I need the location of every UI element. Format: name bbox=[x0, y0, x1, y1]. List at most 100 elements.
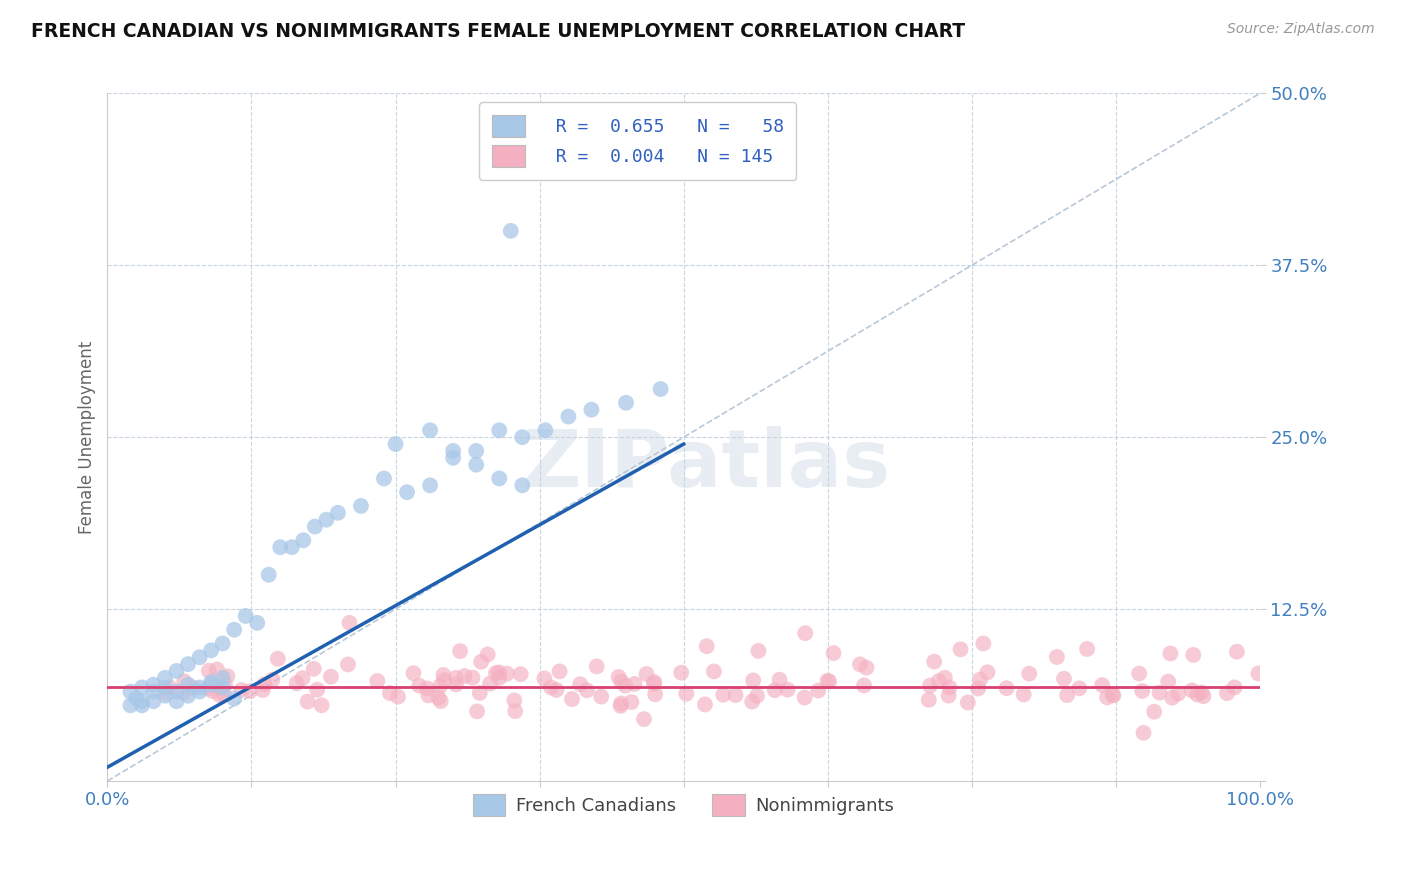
Point bbox=[643, 677, 665, 691]
Point bbox=[534, 423, 557, 437]
Point bbox=[607, 670, 630, 684]
Point bbox=[177, 657, 200, 672]
Point bbox=[201, 684, 224, 698]
Point bbox=[967, 681, 990, 696]
Point bbox=[855, 660, 877, 674]
Point bbox=[794, 626, 817, 640]
Point bbox=[540, 681, 562, 695]
Point bbox=[366, 673, 388, 688]
Point bbox=[177, 689, 200, 703]
Point bbox=[402, 666, 425, 681]
Point bbox=[166, 684, 188, 698]
Point bbox=[696, 639, 718, 653]
Point bbox=[1159, 647, 1181, 661]
Point bbox=[633, 712, 655, 726]
Point bbox=[644, 687, 666, 701]
Point bbox=[153, 671, 176, 685]
Point bbox=[142, 684, 165, 698]
Point bbox=[793, 690, 815, 705]
Point bbox=[246, 615, 269, 630]
Point bbox=[1091, 678, 1114, 692]
Point bbox=[477, 648, 499, 662]
Point bbox=[938, 681, 960, 695]
Point bbox=[510, 478, 533, 492]
Point bbox=[643, 675, 665, 690]
Point bbox=[188, 650, 211, 665]
Point bbox=[818, 674, 841, 689]
Point bbox=[956, 696, 979, 710]
Point bbox=[339, 615, 361, 630]
Point bbox=[776, 682, 799, 697]
Point bbox=[1143, 705, 1166, 719]
Point bbox=[319, 670, 342, 684]
Point bbox=[153, 689, 176, 703]
Point bbox=[302, 662, 325, 676]
Point bbox=[610, 697, 633, 711]
Point bbox=[396, 485, 419, 500]
Point bbox=[724, 688, 747, 702]
Point bbox=[166, 694, 188, 708]
Point bbox=[741, 695, 763, 709]
Point bbox=[461, 671, 484, 685]
Point bbox=[205, 663, 228, 677]
Point bbox=[1192, 690, 1215, 704]
Point bbox=[1161, 690, 1184, 705]
Point bbox=[1102, 688, 1125, 702]
Point bbox=[267, 651, 290, 665]
Point bbox=[211, 671, 233, 685]
Point bbox=[172, 686, 194, 700]
Point bbox=[499, 224, 522, 238]
Y-axis label: Female Unemployment: Female Unemployment bbox=[79, 341, 96, 533]
Point bbox=[166, 664, 188, 678]
Point bbox=[569, 677, 592, 691]
Point bbox=[972, 636, 994, 650]
Point bbox=[1182, 648, 1205, 662]
Point bbox=[142, 678, 165, 692]
Point bbox=[1191, 685, 1213, 699]
Point bbox=[509, 667, 531, 681]
Point bbox=[849, 657, 872, 672]
Point bbox=[449, 644, 471, 658]
Point bbox=[609, 698, 631, 713]
Point bbox=[763, 683, 786, 698]
Point bbox=[200, 675, 222, 690]
Point bbox=[159, 680, 181, 694]
Point bbox=[416, 681, 439, 696]
Point bbox=[419, 423, 441, 437]
Point bbox=[969, 673, 991, 687]
Point bbox=[610, 674, 633, 689]
Point bbox=[503, 704, 526, 718]
Point bbox=[496, 666, 519, 681]
Point bbox=[503, 693, 526, 707]
Point bbox=[285, 676, 308, 690]
Point bbox=[432, 668, 454, 682]
Point bbox=[636, 667, 658, 681]
Point bbox=[281, 540, 304, 554]
Point bbox=[479, 676, 502, 690]
Point bbox=[200, 678, 222, 692]
Point bbox=[922, 655, 945, 669]
Point bbox=[173, 674, 195, 689]
Point bbox=[703, 665, 725, 679]
Point bbox=[188, 681, 211, 695]
Point bbox=[419, 478, 441, 492]
Point bbox=[257, 567, 280, 582]
Point bbox=[292, 533, 315, 548]
Point bbox=[488, 665, 510, 680]
Text: FRENCH CANADIAN VS NONIMMIGRANTS FEMALE UNEMPLOYMENT CORRELATION CHART: FRENCH CANADIAN VS NONIMMIGRANTS FEMALE … bbox=[31, 22, 965, 41]
Point bbox=[742, 673, 765, 688]
Point bbox=[224, 623, 246, 637]
Point bbox=[1216, 686, 1239, 700]
Point bbox=[938, 689, 960, 703]
Point bbox=[1128, 666, 1150, 681]
Point bbox=[188, 684, 211, 698]
Point bbox=[183, 681, 205, 695]
Point bbox=[224, 691, 246, 706]
Point bbox=[671, 665, 693, 680]
Point bbox=[120, 684, 142, 698]
Point bbox=[384, 437, 406, 451]
Point bbox=[675, 687, 697, 701]
Point bbox=[510, 430, 533, 444]
Point bbox=[546, 682, 568, 697]
Point bbox=[378, 686, 401, 700]
